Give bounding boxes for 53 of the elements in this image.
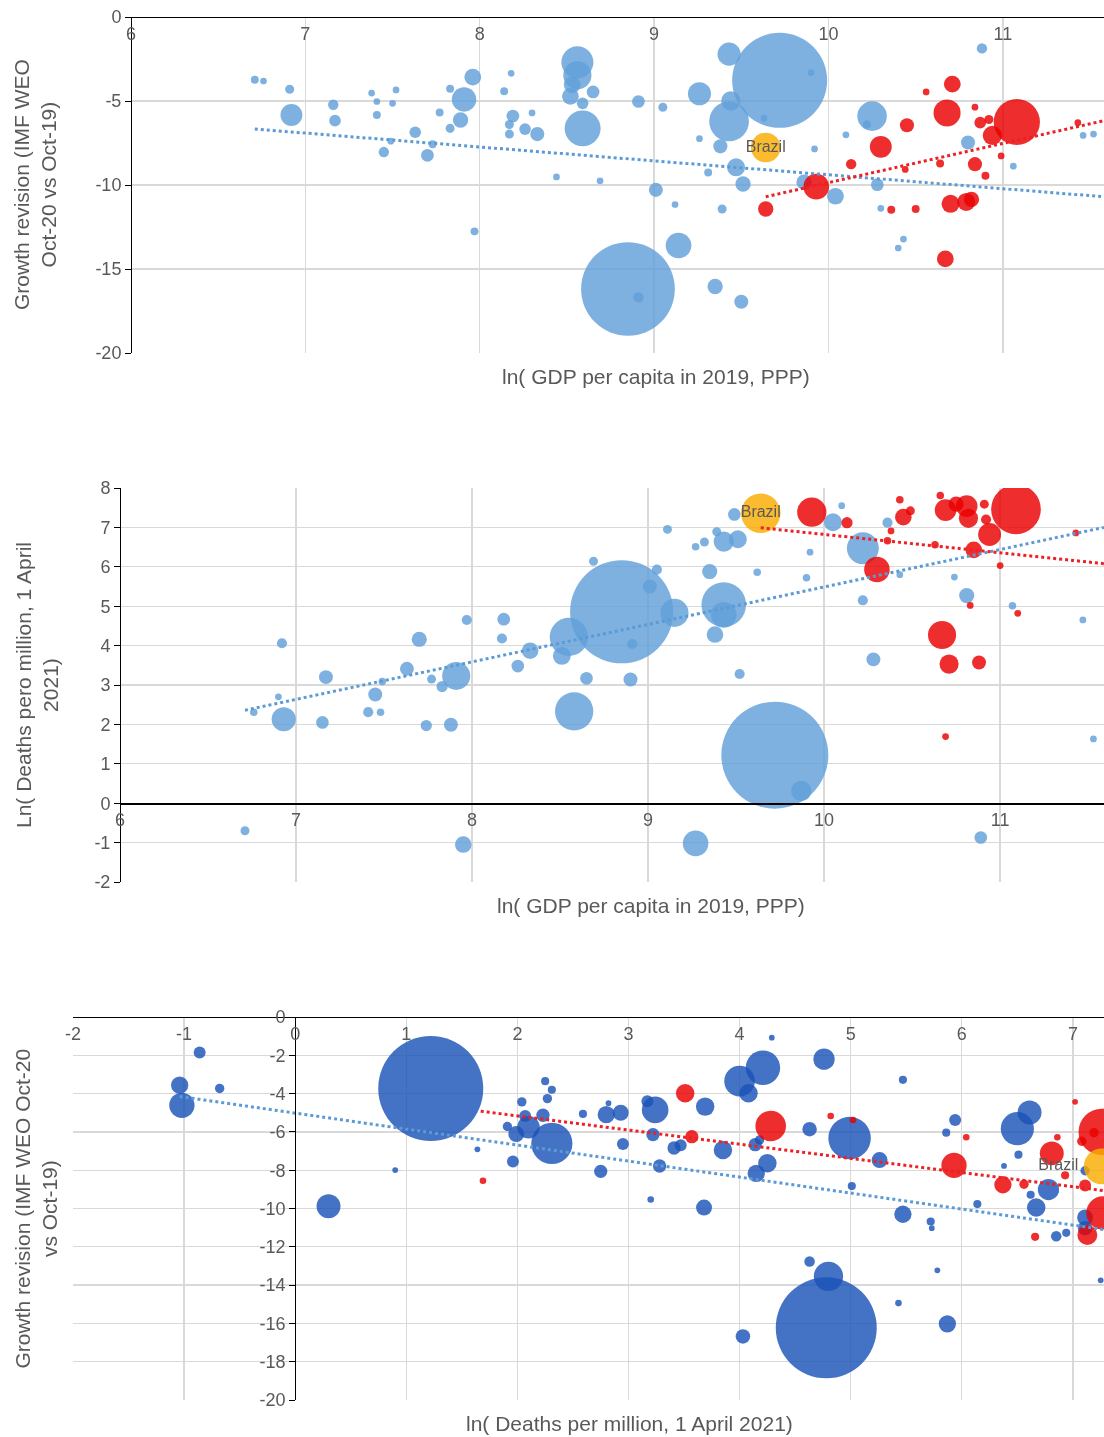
y-tick-label: -1 [94,832,111,853]
y-tick-label: -20 [259,1390,286,1411]
y-tick-label: 3 [100,675,111,696]
x-axis-title: ln( Deaths per million, 1 April 2021) [466,1412,793,1435]
x-tick-label: 5 [845,1023,856,1044]
y-tick-label: -20 [95,343,122,364]
x-axis-title: ln( GDP per capita in 2019, PPP) [502,365,810,388]
y-tick-label: 8 [100,478,111,499]
x-tick-label: 9 [649,23,660,44]
y-tick-label: -12 [259,1237,286,1258]
x-tick-label: 6 [956,1023,967,1044]
y-tick-label: -16 [259,1313,286,1334]
y-tick-label: -10 [259,1198,286,1219]
series-label: Brazil [740,503,781,521]
y-tick-label: -10 [95,175,122,196]
x-tick-label: 10 [818,23,839,44]
y-axis-title: Growth revision (IMF WEO Oct-20 vs Oct-19) [10,59,61,310]
y-tick-label: -5 [105,91,122,112]
y-tick-label: 7 [100,517,111,538]
x-tick-label: 10 [814,810,835,831]
x-axis-title: ln( GDP per capita in 2019, PPP) [497,894,805,917]
y-tick-label: 1 [100,754,111,775]
y-tick-label: 4 [100,635,111,656]
y-tick-label: -6 [269,1122,286,1143]
y-tick-label: -14 [259,1275,286,1296]
x-tick-label: 1 [401,1023,412,1044]
x-tick-label: 8 [474,23,485,44]
x-tick-label: 4 [734,1023,745,1044]
x-tick-label: 7 [291,810,302,831]
x-tick-label: 8 [467,810,478,831]
x-tick-label: 2 [512,1023,523,1044]
y-axis-title: Ln( Deaths pero million, 1 April 2021) [12,542,63,828]
y-tick-label: 0 [100,793,111,814]
y-axis-title: Growth revision (IMF WEO Oct-20 vs Oct-19) [10,1048,61,1369]
y-tick-label: 5 [100,596,111,617]
x-tick-label: 9 [643,810,654,831]
y-tick-label: -18 [259,1352,286,1372]
y-tick-label: 6 [100,557,111,578]
x-tick-label: -1 [176,1023,193,1044]
y-tick-label: -4 [269,1083,286,1104]
x-tick-label: -2 [64,1023,82,1044]
x-tick-label: 7 [300,23,311,44]
series-label: Brazil [1038,1156,1079,1174]
x-tick-label: 11 [993,23,1013,44]
y-tick-label: 0 [111,7,122,28]
y-tick-label: -15 [95,259,122,280]
y-tick-label: -8 [269,1160,286,1181]
y-tick-label: -2 [94,872,111,893]
x-tick-label: 3 [623,1023,634,1044]
x-tick-label: 11 [990,810,1010,831]
y-tick-label: 2 [100,714,111,735]
y-tick-label: -2 [269,1045,286,1066]
x-tick-label: 7 [1067,1023,1078,1044]
